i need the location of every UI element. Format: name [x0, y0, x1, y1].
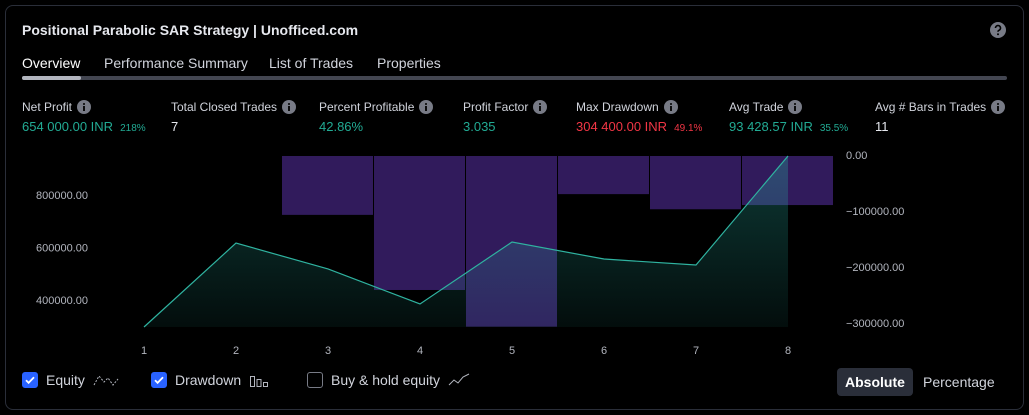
metric-value-text: 3.035: [463, 119, 496, 134]
metric-value: 3.035: [463, 119, 496, 134]
view-button[interactable]: Absolute: [837, 368, 913, 396]
metric-label: Total Closed Trades: [171, 100, 297, 114]
metric-value-text: 11: [875, 119, 889, 134]
drawdown-bar: [282, 156, 373, 215]
y2-tick-label: −200000.00: [846, 262, 904, 274]
tab-track: [22, 76, 1007, 80]
info-icon[interactable]: [991, 100, 1006, 114]
metric-label-text: Percent Profitable: [319, 100, 415, 114]
metric-label: Percent Profitable: [319, 100, 434, 114]
x-tick-label: 4: [417, 345, 423, 357]
tab[interactable]: Overview: [22, 55, 81, 71]
metric-change: 218%: [120, 123, 146, 134]
equity-area: [144, 156, 788, 327]
metric-value: 11: [875, 119, 889, 134]
y-tick-label: 600000.00: [36, 242, 88, 254]
legend-toggle[interactable]: Drawdown: [151, 372, 269, 388]
metric-change: 49.1%: [674, 123, 703, 134]
metric-label: Net Profit: [22, 100, 92, 114]
metric-value-text: 7: [171, 119, 179, 134]
info-icon[interactable]: [419, 100, 434, 114]
x-tick-label: 8: [785, 345, 791, 357]
info-icon[interactable]: [77, 100, 92, 114]
metric-value-text: 304 400.00 INR: [576, 119, 668, 134]
y-tick-label: 800000.00: [36, 190, 88, 202]
drawdown-bar: [558, 156, 649, 195]
x-tick-label: 1: [141, 345, 147, 357]
info-icon[interactable]: [663, 100, 678, 114]
metric-value: 7: [171, 119, 178, 134]
checkbox[interactable]: [22, 372, 38, 388]
legend-toggle[interactable]: Buy & hold equity: [307, 372, 470, 388]
metric-label-text: Avg # Bars in Trades: [875, 100, 987, 114]
checkbox[interactable]: [151, 372, 167, 388]
legend-label: Equity: [46, 372, 85, 388]
metric-label: Max Drawdown: [576, 100, 678, 114]
metric-value-text: 42.86%: [319, 119, 364, 134]
legend-label: Buy & hold equity: [331, 372, 440, 388]
y2-tick-label: −300000.00: [846, 318, 904, 330]
tab[interactable]: Properties: [377, 55, 441, 71]
x-tick-label: 3: [325, 345, 331, 357]
y2-tick-label: 0.00: [846, 150, 867, 162]
metric-label-text: Profit Factor: [463, 100, 529, 114]
legend-toggle[interactable]: Equity: [22, 372, 119, 388]
legend-icon: [249, 372, 269, 388]
metric-value: 42.86%: [319, 119, 363, 134]
metric-label-text: Net Profit: [22, 100, 73, 114]
metric-label: Avg Trade: [729, 100, 803, 114]
x-tick-label: 5: [509, 345, 515, 357]
metric-label-text: Avg Trade: [729, 100, 784, 114]
view-button[interactable]: Percentage: [923, 374, 995, 390]
info-icon[interactable]: [533, 100, 548, 114]
metric-label-text: Max Drawdown: [576, 100, 659, 114]
strategy-title: Positional Parabolic SAR Strategy | Unof…: [22, 22, 359, 38]
legend-label: Drawdown: [175, 372, 242, 388]
x-tick-label: 6: [601, 345, 607, 357]
metric-value: 93 428.57 INR 35.5%: [729, 119, 848, 134]
tab[interactable]: List of Trades: [269, 55, 354, 71]
metric-value: 654 000.00 INR 218%: [22, 119, 146, 134]
checkbox[interactable]: [307, 372, 323, 388]
y2-tick-label: −100000.00: [846, 206, 904, 218]
metric-value: 304 400.00 INR 49.1%: [576, 119, 702, 134]
legend-icon: [448, 372, 470, 388]
metric-label: Avg # Bars in Trades: [875, 100, 1006, 114]
metric-label: Profit Factor: [463, 100, 548, 114]
legend-icon: [93, 372, 119, 388]
drawdown-bar: [374, 156, 465, 290]
x-tick-label: 2: [233, 345, 239, 357]
y-tick-label: 400000.00: [36, 295, 88, 307]
tab[interactable]: Performance Summary: [104, 55, 248, 71]
info-icon[interactable]: [282, 100, 297, 114]
drawdown-bar: [650, 156, 741, 210]
metric-value-text: 654 000.00 INR: [22, 119, 114, 134]
info-icon[interactable]: [788, 100, 803, 114]
metric-label-text: Total Closed Trades: [171, 100, 278, 114]
metric-value-text: 93 428.57 INR: [729, 119, 813, 134]
active-tab-indicator: [22, 76, 81, 80]
help-icon[interactable]: [989, 21, 1007, 39]
x-tick-label: 7: [693, 345, 699, 357]
metric-change: 35.5%: [819, 123, 849, 134]
equity-line: [143, 155, 789, 328]
